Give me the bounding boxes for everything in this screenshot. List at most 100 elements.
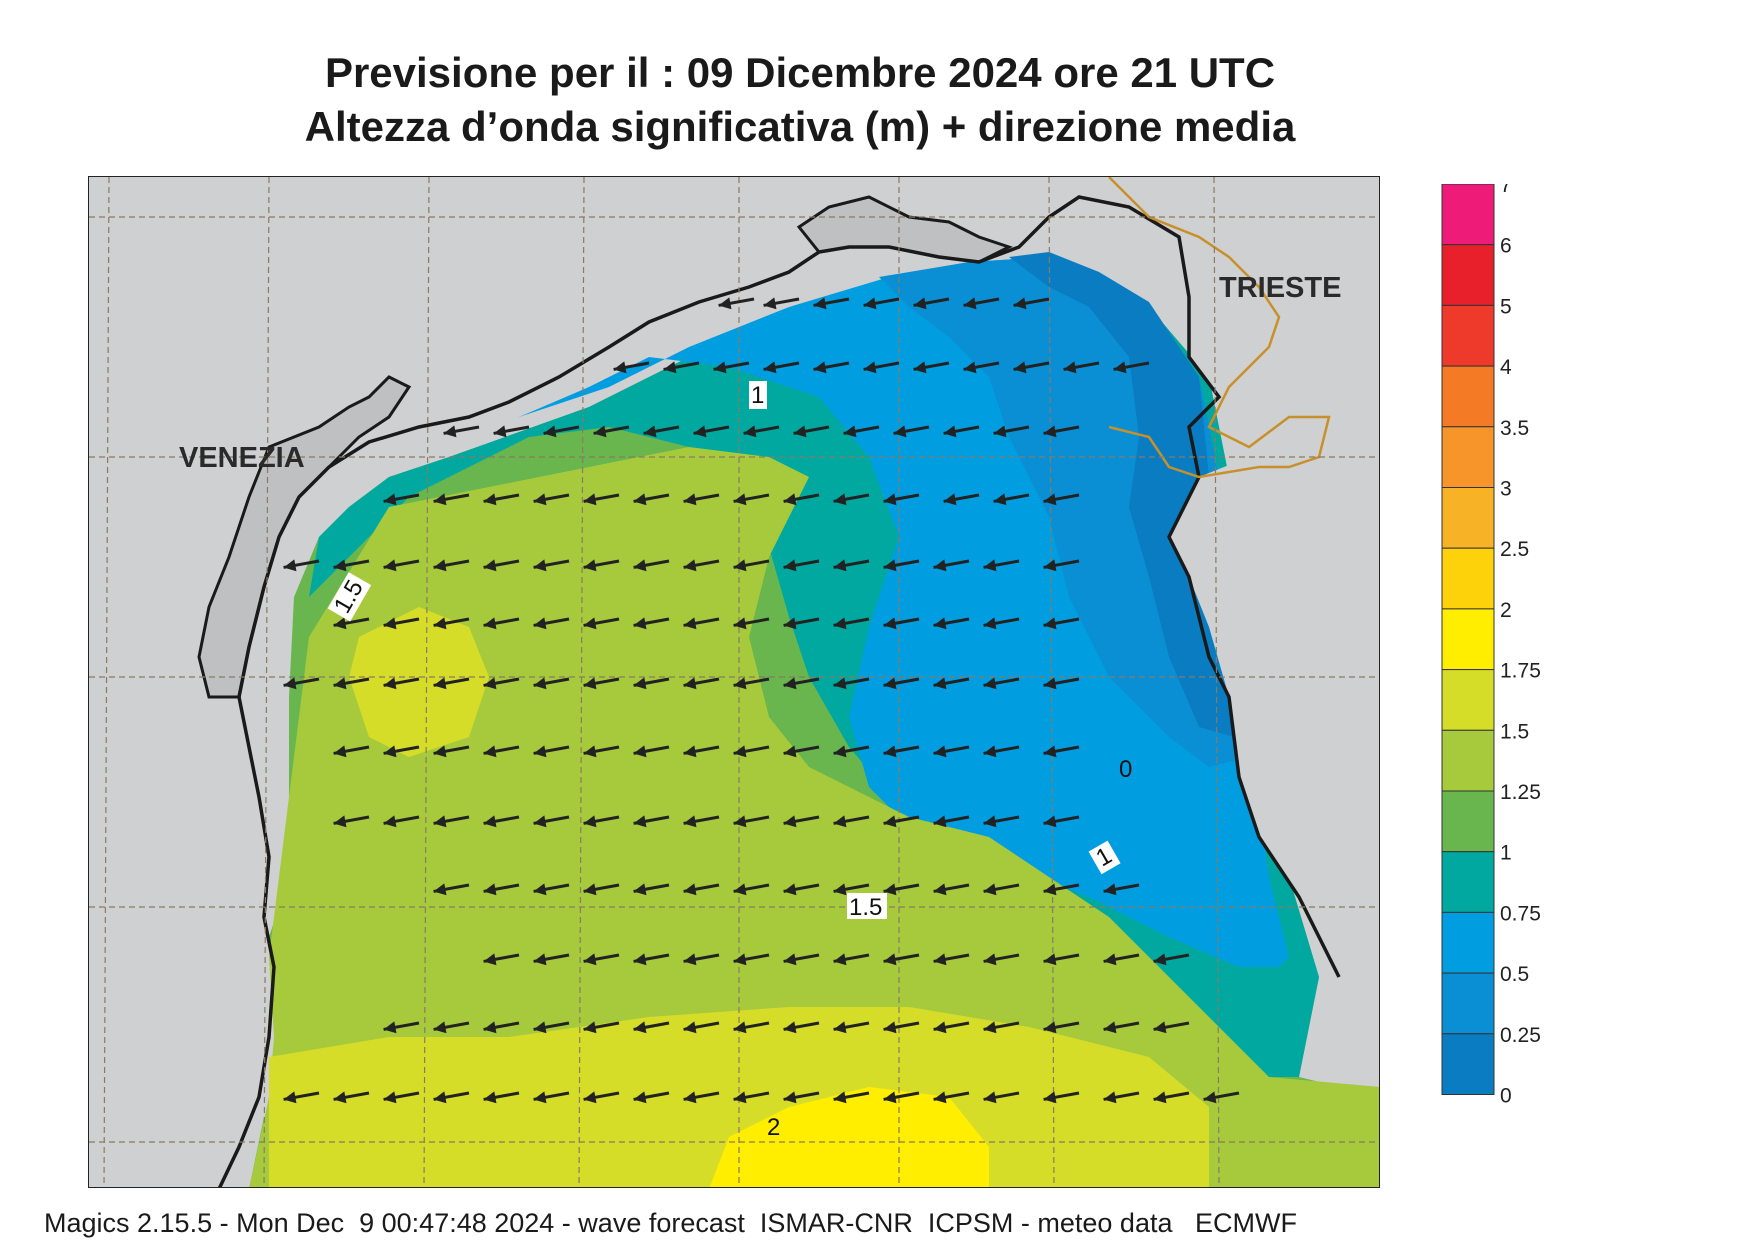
- wave-arrow-head: [943, 425, 957, 438]
- wave-arrow-head: [383, 617, 397, 630]
- wave-arrow-head: [833, 745, 847, 758]
- wave-arrow-head: [683, 493, 697, 506]
- colorbar-legend: 7 6 5 4 3.5 3 2.5 2 1.75 1.5 1.25 1 0.75 0.5 0.25 0: [1440, 174, 1600, 1169]
- wave-arrow-head: [733, 559, 747, 572]
- wave-arrow-head: [433, 1091, 447, 1104]
- wave-arrow-head: [633, 815, 647, 828]
- wave-arrow-head: [333, 815, 347, 828]
- wave-arrow-head: [533, 1021, 547, 1034]
- wave-arrow-head: [1043, 815, 1057, 828]
- colorbar-label-0.25: 0.25: [1500, 1024, 1541, 1047]
- wave-arrow-head: [783, 1091, 797, 1104]
- wave-arrow-head: [863, 361, 877, 374]
- wave-arrow-head: [1043, 1021, 1057, 1034]
- wave-arrow-head: [533, 883, 547, 896]
- wave-arrow-head: [683, 745, 697, 758]
- wave-arrow-head: [833, 815, 847, 828]
- wave-arrow-head: [1043, 953, 1057, 966]
- land-east-coast: [1169, 177, 1379, 977]
- wave-arrow-head: [633, 617, 647, 630]
- wave-map: VENEZIA TRIESTE 1 1.5 1.5 2 1 0: [88, 176, 1380, 1188]
- colorbar-swatch-3.5-4: [1441, 365, 1495, 428]
- wave-arrow-head: [733, 1091, 747, 1104]
- wave-arrow-head: [883, 677, 897, 690]
- wave-arrow-head: [683, 677, 697, 690]
- wave-arrow-head: [433, 559, 447, 572]
- wave-arrow-head: [833, 559, 847, 572]
- wave-arrow-head: [683, 953, 697, 966]
- wave-arrow-head: [1013, 297, 1027, 310]
- wave-arrow-head: [1043, 559, 1057, 572]
- wave-arrow-head: [833, 617, 847, 630]
- wave-arrow-head: [333, 745, 347, 758]
- colorbar-label-2: 2: [1500, 599, 1512, 622]
- coastline-west: [218, 696, 276, 1187]
- wave-arrow-head: [883, 883, 897, 896]
- wave-arrow-head: [383, 1021, 397, 1034]
- wave-arrow-head: [833, 953, 847, 966]
- colorbar-swatch-4-5: [1441, 304, 1495, 367]
- wave-arrow-head: [483, 745, 497, 758]
- wave-arrow-head: [583, 883, 597, 896]
- wave-arrow-head: [383, 493, 397, 506]
- wave-arrow-head: [483, 493, 497, 506]
- wave-arrow-head: [1203, 1091, 1217, 1104]
- wave-arrow-head: [743, 425, 757, 438]
- wave-arrow-head: [933, 1021, 947, 1034]
- wave-arrow-head: [883, 493, 897, 506]
- wave-arrow-head: [533, 617, 547, 630]
- colorbar-label-1.75: 1.75: [1500, 660, 1541, 683]
- colorbar-swatch-0.5-0.75: [1441, 911, 1495, 974]
- wave-arrow-head: [283, 677, 297, 690]
- wave-arrow-head: [763, 297, 777, 310]
- colorbar-label-2.5: 2.5: [1500, 538, 1529, 561]
- wave-arrow-head: [633, 745, 647, 758]
- wave-arrow-head: [813, 297, 827, 310]
- wave-arrow-head: [383, 745, 397, 758]
- colorbar-swatch-0.75-1: [1441, 851, 1495, 913]
- colorbar-label-3.5: 3.5: [1500, 417, 1529, 440]
- wave-arrow-head: [483, 1021, 497, 1034]
- colorbar-swatch-0.25-0.5: [1441, 972, 1495, 1035]
- colorbar-swatch-1-1.25: [1441, 790, 1495, 853]
- wave-arrow-head: [533, 1091, 547, 1104]
- wave-arrow-head: [643, 425, 657, 438]
- wave-arrow-head: [433, 1021, 447, 1034]
- contour-label-1-north: 1: [751, 382, 764, 409]
- wave-arrow-head: [613, 361, 627, 374]
- wave-arrow-head: [863, 297, 877, 310]
- colorbar-label-3: 3: [1500, 478, 1512, 501]
- wave-arrow-head: [383, 677, 397, 690]
- colorbar-label-1: 1: [1500, 842, 1512, 865]
- wave-arrow-head: [783, 953, 797, 966]
- wave-arrow-head: [533, 677, 547, 690]
- wave-arrow-head: [963, 361, 977, 374]
- wave-arrow-head: [483, 617, 497, 630]
- wave-arrow-head: [1043, 617, 1057, 630]
- wave-arrow-head: [1113, 361, 1127, 374]
- wave-arrow-head: [783, 493, 797, 506]
- wave-arrow-head: [333, 677, 347, 690]
- wave-arrow-head: [833, 883, 847, 896]
- wave-arrow-head: [883, 745, 897, 758]
- wave-arrow-head: [683, 1091, 697, 1104]
- wave-arrow-head: [283, 559, 297, 572]
- wave-arrow-head: [1043, 745, 1057, 758]
- colorbar-swatch-1.75-2: [1441, 608, 1495, 671]
- wave-arrow-head: [433, 617, 447, 630]
- wave-arrow-head: [933, 617, 947, 630]
- wave-arrow-head: [1103, 1021, 1117, 1034]
- wave-arrow-head: [1153, 1021, 1167, 1034]
- colorbar-swatch-2.5-3: [1441, 487, 1495, 549]
- wave-arrow-head: [583, 677, 597, 690]
- colorbar-label-7: 7: [1500, 184, 1512, 197]
- wave-arrow-head: [833, 1091, 847, 1104]
- wave-arrow-head: [583, 953, 597, 966]
- sea-zone-0.25: [1009, 252, 1234, 737]
- wave-arrow-head: [783, 815, 797, 828]
- wave-arrow-head: [733, 883, 747, 896]
- wave-arrow-head: [883, 815, 897, 828]
- wave-arrow-head: [483, 1091, 497, 1104]
- wave-arrow-head: [733, 953, 747, 966]
- national-border: [1108, 177, 1331, 479]
